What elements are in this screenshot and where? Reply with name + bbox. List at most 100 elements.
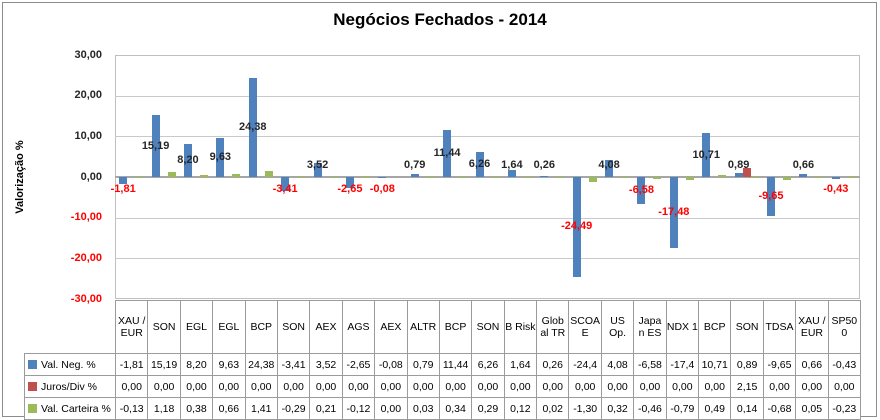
legend-swatch-icon	[28, 381, 37, 391]
table-value-cell: 0,00	[665, 375, 700, 398]
bar-val-carteira	[426, 176, 435, 177]
table-value-cell: 0,49	[698, 397, 732, 420]
table-value-cell: 0,32	[600, 397, 635, 420]
table-value-cell: 0,03	[406, 397, 440, 420]
bar-val-neg	[281, 177, 290, 191]
table-value-cell: 0,00	[374, 397, 408, 420]
table-value-cell: -6,58	[633, 353, 667, 376]
table-value-cell: 0,00	[762, 375, 797, 398]
bar-val-carteira	[135, 177, 144, 178]
bar-val-carteira	[685, 177, 694, 181]
table-value-cell: 0,00	[244, 375, 278, 398]
table-value-cell: 0,00	[341, 375, 376, 398]
bar-data-label: -6,58	[628, 183, 654, 196]
table-value-cell: 0,02	[536, 397, 570, 420]
bar-data-label: 9,63	[209, 150, 232, 163]
bar-val-carteira	[783, 177, 792, 180]
table-value-cell: -0,43	[827, 353, 862, 376]
table-value-cell: 4,08	[600, 353, 635, 376]
category-header: SP50 0	[827, 300, 862, 354]
category-header: XAU / EUR	[114, 300, 149, 354]
category-header: SON	[147, 300, 181, 354]
bar-val-carteira	[199, 175, 208, 177]
table-value-cell: 0,00	[827, 375, 862, 398]
table-value-cell: 0,00	[406, 375, 440, 398]
category-header: BCP	[244, 300, 278, 354]
bar-val-neg	[183, 143, 192, 177]
bar-val-carteira	[653, 177, 662, 179]
table-value-cell: -0,79	[665, 397, 700, 420]
bar-val-carteira	[718, 175, 727, 177]
table-value-cell: -0,23	[827, 397, 862, 420]
series-row-label: Val. Neg. %	[24, 353, 116, 376]
category-header: AGS	[341, 300, 376, 354]
bar-data-label: -24,49	[561, 220, 593, 233]
bar-val-carteira	[621, 175, 630, 177]
table-value-cell: 9,63	[212, 353, 246, 376]
table-value-cell: 1,18	[147, 397, 181, 420]
category-header: SON	[730, 300, 764, 354]
bar-data-label: 0,89	[727, 158, 750, 171]
category-header: B Risk	[503, 300, 538, 354]
table-value-cell: -9,65	[762, 353, 797, 376]
category-header: Japa n ES	[633, 300, 667, 354]
bar-data-label: -17,48	[658, 206, 690, 219]
bar-val-carteira	[167, 172, 176, 177]
bar-data-label: -1,81	[110, 182, 136, 195]
category-header: XAU / EUR	[795, 300, 829, 354]
gridline	[115, 217, 860, 219]
table-value-cell: -0,13	[114, 397, 149, 420]
table-value-cell: 0,12	[503, 397, 538, 420]
bar-data-label: 3,52	[306, 158, 329, 171]
table-value-cell: 2,15	[730, 375, 764, 398]
table-value-cell: 0,66	[795, 353, 829, 376]
bar-val-neg	[540, 175, 549, 177]
bar-val-carteira	[523, 176, 532, 177]
table-value-cell: -0,68	[762, 397, 797, 420]
bar-data-label: 15,19	[141, 139, 170, 152]
x-axis-zero-line	[115, 176, 860, 178]
category-header: AEX	[374, 300, 408, 354]
table-value-cell: 0,26	[536, 353, 570, 376]
category-header: EGL	[179, 300, 214, 354]
category-header: BCP	[698, 300, 732, 354]
y-tick-label: 20,00	[74, 89, 102, 102]
bar-val-neg	[248, 77, 257, 177]
y-axis-title: Valorização %	[14, 140, 26, 214]
table-value-cell: 0,00	[600, 375, 635, 398]
y-tick-label: -30,00	[70, 292, 102, 305]
table-value-cell: 0,14	[730, 397, 764, 420]
category-header: Glob al TR	[536, 300, 570, 354]
bar-val-carteira	[556, 176, 565, 177]
legend-swatch-icon	[28, 403, 37, 413]
table-value-cell: -0,12	[341, 397, 376, 420]
bar-data-label: -9,65	[758, 190, 784, 203]
category-header: NDX 1	[665, 300, 700, 354]
table-value-cell: -1,81	[114, 353, 149, 376]
bar-val-neg	[637, 177, 646, 204]
bar-data-label: 4,08	[598, 158, 620, 171]
gridline	[115, 136, 860, 138]
y-tick-label: 10,00	[74, 129, 102, 142]
table-value-cell: 0,00	[568, 375, 602, 398]
category-header: ALTR	[406, 300, 440, 354]
bar-data-label: -3,41	[272, 182, 298, 195]
table-value-cell: -17,4	[665, 353, 700, 376]
table-value-cell: -0,29	[276, 397, 311, 420]
table-row: Juros/Div % 0,00 0,00 0,00 0,00 0,00 0,00 0,00 0…	[24, 375, 862, 398]
bar-val-carteira	[491, 175, 500, 177]
bar-val-neg	[572, 177, 581, 277]
table-value-cell: 10,71	[698, 353, 732, 376]
bar-val-carteira	[815, 176, 824, 177]
series-name: Juros/Div %	[41, 380, 98, 393]
table-value-cell: -1,30	[568, 397, 602, 420]
bar-val-neg	[767, 177, 776, 217]
category-header: EGL	[212, 300, 246, 354]
bar-val-carteira	[847, 177, 856, 178]
bar-data-label: -0,08	[369, 182, 395, 195]
table-value-cell: 8,20	[179, 353, 214, 376]
series-name: Val. Neg. %	[41, 358, 96, 371]
table-row: Val. Carteira % -0,13 1,18 0,38 0,66 1,41 -0,2…	[24, 397, 862, 420]
bar-data-label: 0,66	[792, 158, 815, 171]
